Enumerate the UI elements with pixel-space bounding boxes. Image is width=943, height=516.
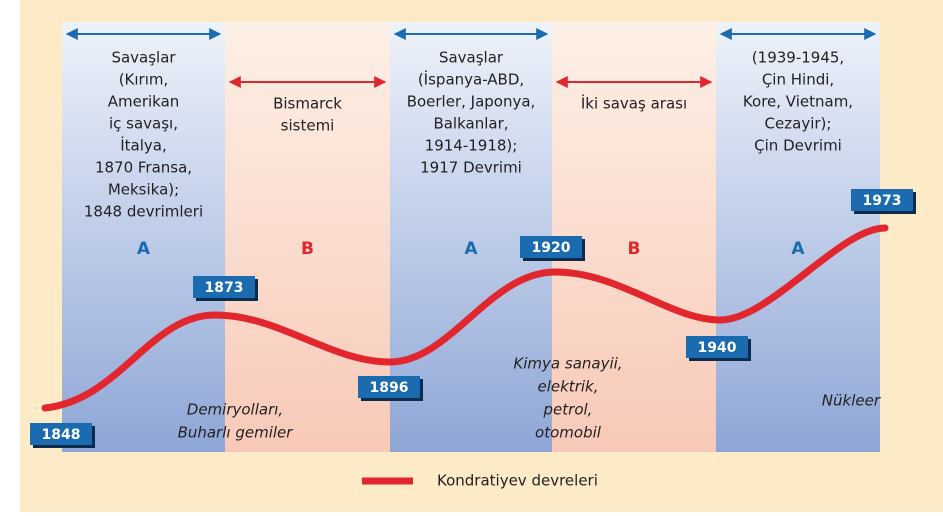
year-box <box>193 276 255 298</box>
period-text: Savaşlar <box>111 49 176 67</box>
year-box <box>686 336 748 358</box>
period-text: Balkanlar, <box>433 115 508 133</box>
period-text: Meksika); <box>108 181 179 199</box>
year-label: 1940 <box>698 340 737 356</box>
period-text: İtalya, <box>120 136 167 155</box>
period-text: (1939-1945, <box>752 49 844 67</box>
period-text: Çin Devrimi <box>754 137 842 155</box>
period-text: Bismarck <box>273 95 342 113</box>
period-text: Boerler, Japonya, <box>407 93 536 111</box>
period-text: Amerikan <box>108 93 180 111</box>
period-text: iç savaşı, <box>109 115 178 133</box>
year-label: 1920 <box>532 240 571 256</box>
period-text: Kore, Vietnam, <box>743 93 853 111</box>
period-text: sistemi <box>281 117 335 135</box>
phase-letter: A <box>791 239 805 259</box>
period-text: (İspanya-ABD, <box>418 70 524 89</box>
technology-text: Demiryolları, <box>187 401 283 419</box>
phase-letter: A <box>464 239 478 259</box>
period-text: Cezayir); <box>765 115 832 133</box>
technology-text: Nükleer <box>822 392 881 410</box>
period-column <box>62 22 225 452</box>
technology-text: Kimya sanayii, <box>513 355 622 373</box>
period-text: (Kırım, <box>119 71 169 89</box>
period-text: 1917 Devrimi <box>420 159 522 177</box>
period-text: 1914-1918); <box>425 137 518 155</box>
year-box <box>30 423 92 445</box>
legend-label: Kondratiyev devreleri <box>437 472 598 490</box>
technology-text: otomobil <box>535 424 602 442</box>
year-label: 1973 <box>863 193 902 209</box>
year-box <box>358 376 420 398</box>
period-text: Çin Hindi, <box>762 71 834 89</box>
technology-text: Buharlı gemiler <box>178 424 294 442</box>
kondratiev-curve <box>41 224 889 412</box>
phase-letter: B <box>301 239 314 259</box>
year-label: 1896 <box>370 380 409 396</box>
period-text: Savaşlar <box>439 49 504 67</box>
phase-letter: A <box>137 239 151 259</box>
year-box <box>851 189 913 211</box>
year-label: 1873 <box>205 280 244 296</box>
period-text: 1870 Fransa, <box>95 159 192 177</box>
period-text: İki savaş arası <box>581 94 687 113</box>
year-box <box>520 236 582 258</box>
period-text: 1848 devrimleri <box>84 203 203 221</box>
phase-letter: B <box>628 239 641 259</box>
technology-text: petrol, <box>543 401 593 419</box>
year-label: 1848 <box>42 427 81 443</box>
technology-text: elektrik, <box>538 378 599 396</box>
